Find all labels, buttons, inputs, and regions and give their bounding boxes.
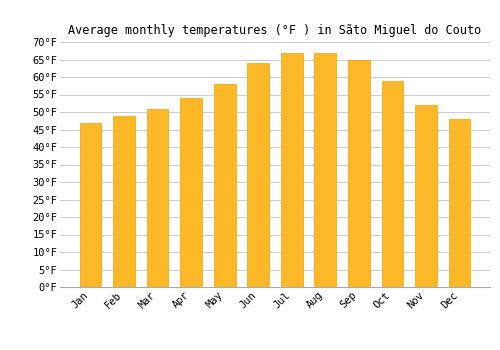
Bar <box>382 80 404 287</box>
Bar <box>314 52 336 287</box>
Bar <box>113 116 135 287</box>
Bar <box>281 52 302 287</box>
Bar <box>248 63 269 287</box>
Bar <box>146 108 169 287</box>
Bar <box>80 122 102 287</box>
Bar <box>448 119 470 287</box>
Bar <box>214 84 236 287</box>
Bar <box>180 98 202 287</box>
Bar <box>415 105 437 287</box>
Title: Average monthly temperatures (°F ) in Sãto Miguel do Couto: Average monthly temperatures (°F ) in Sã… <box>68 24 482 37</box>
Bar <box>348 60 370 287</box>
